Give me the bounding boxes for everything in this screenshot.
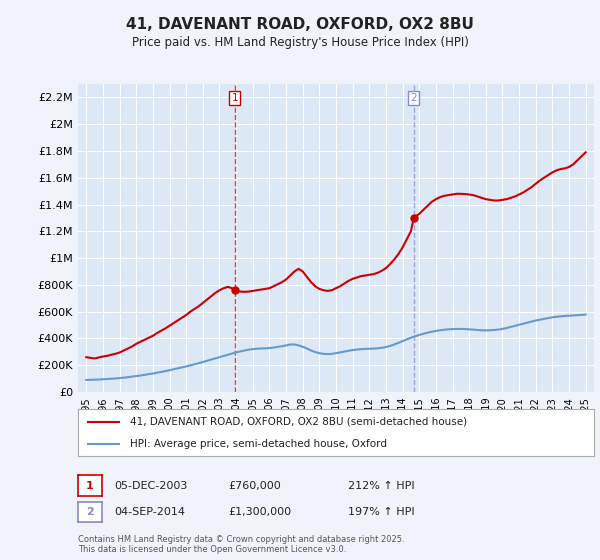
Text: £1,300,000: £1,300,000 — [228, 507, 291, 517]
Text: 2: 2 — [410, 93, 417, 103]
Text: £760,000: £760,000 — [228, 480, 281, 491]
Text: Price paid vs. HM Land Registry's House Price Index (HPI): Price paid vs. HM Land Registry's House … — [131, 36, 469, 49]
Text: 05-DEC-2003: 05-DEC-2003 — [114, 480, 187, 491]
Text: 04-SEP-2014: 04-SEP-2014 — [114, 507, 185, 517]
Text: 212% ↑ HPI: 212% ↑ HPI — [348, 480, 415, 491]
Text: 2: 2 — [86, 507, 94, 517]
Text: 1: 1 — [232, 93, 238, 103]
Text: 41, DAVENANT ROAD, OXFORD, OX2 8BU: 41, DAVENANT ROAD, OXFORD, OX2 8BU — [126, 17, 474, 32]
Text: 197% ↑ HPI: 197% ↑ HPI — [348, 507, 415, 517]
Text: 41, DAVENANT ROAD, OXFORD, OX2 8BU (semi-detached house): 41, DAVENANT ROAD, OXFORD, OX2 8BU (semi… — [130, 417, 467, 427]
Text: HPI: Average price, semi-detached house, Oxford: HPI: Average price, semi-detached house,… — [130, 438, 386, 449]
Text: 1: 1 — [86, 480, 94, 491]
Text: Contains HM Land Registry data © Crown copyright and database right 2025.
This d: Contains HM Land Registry data © Crown c… — [78, 535, 404, 554]
